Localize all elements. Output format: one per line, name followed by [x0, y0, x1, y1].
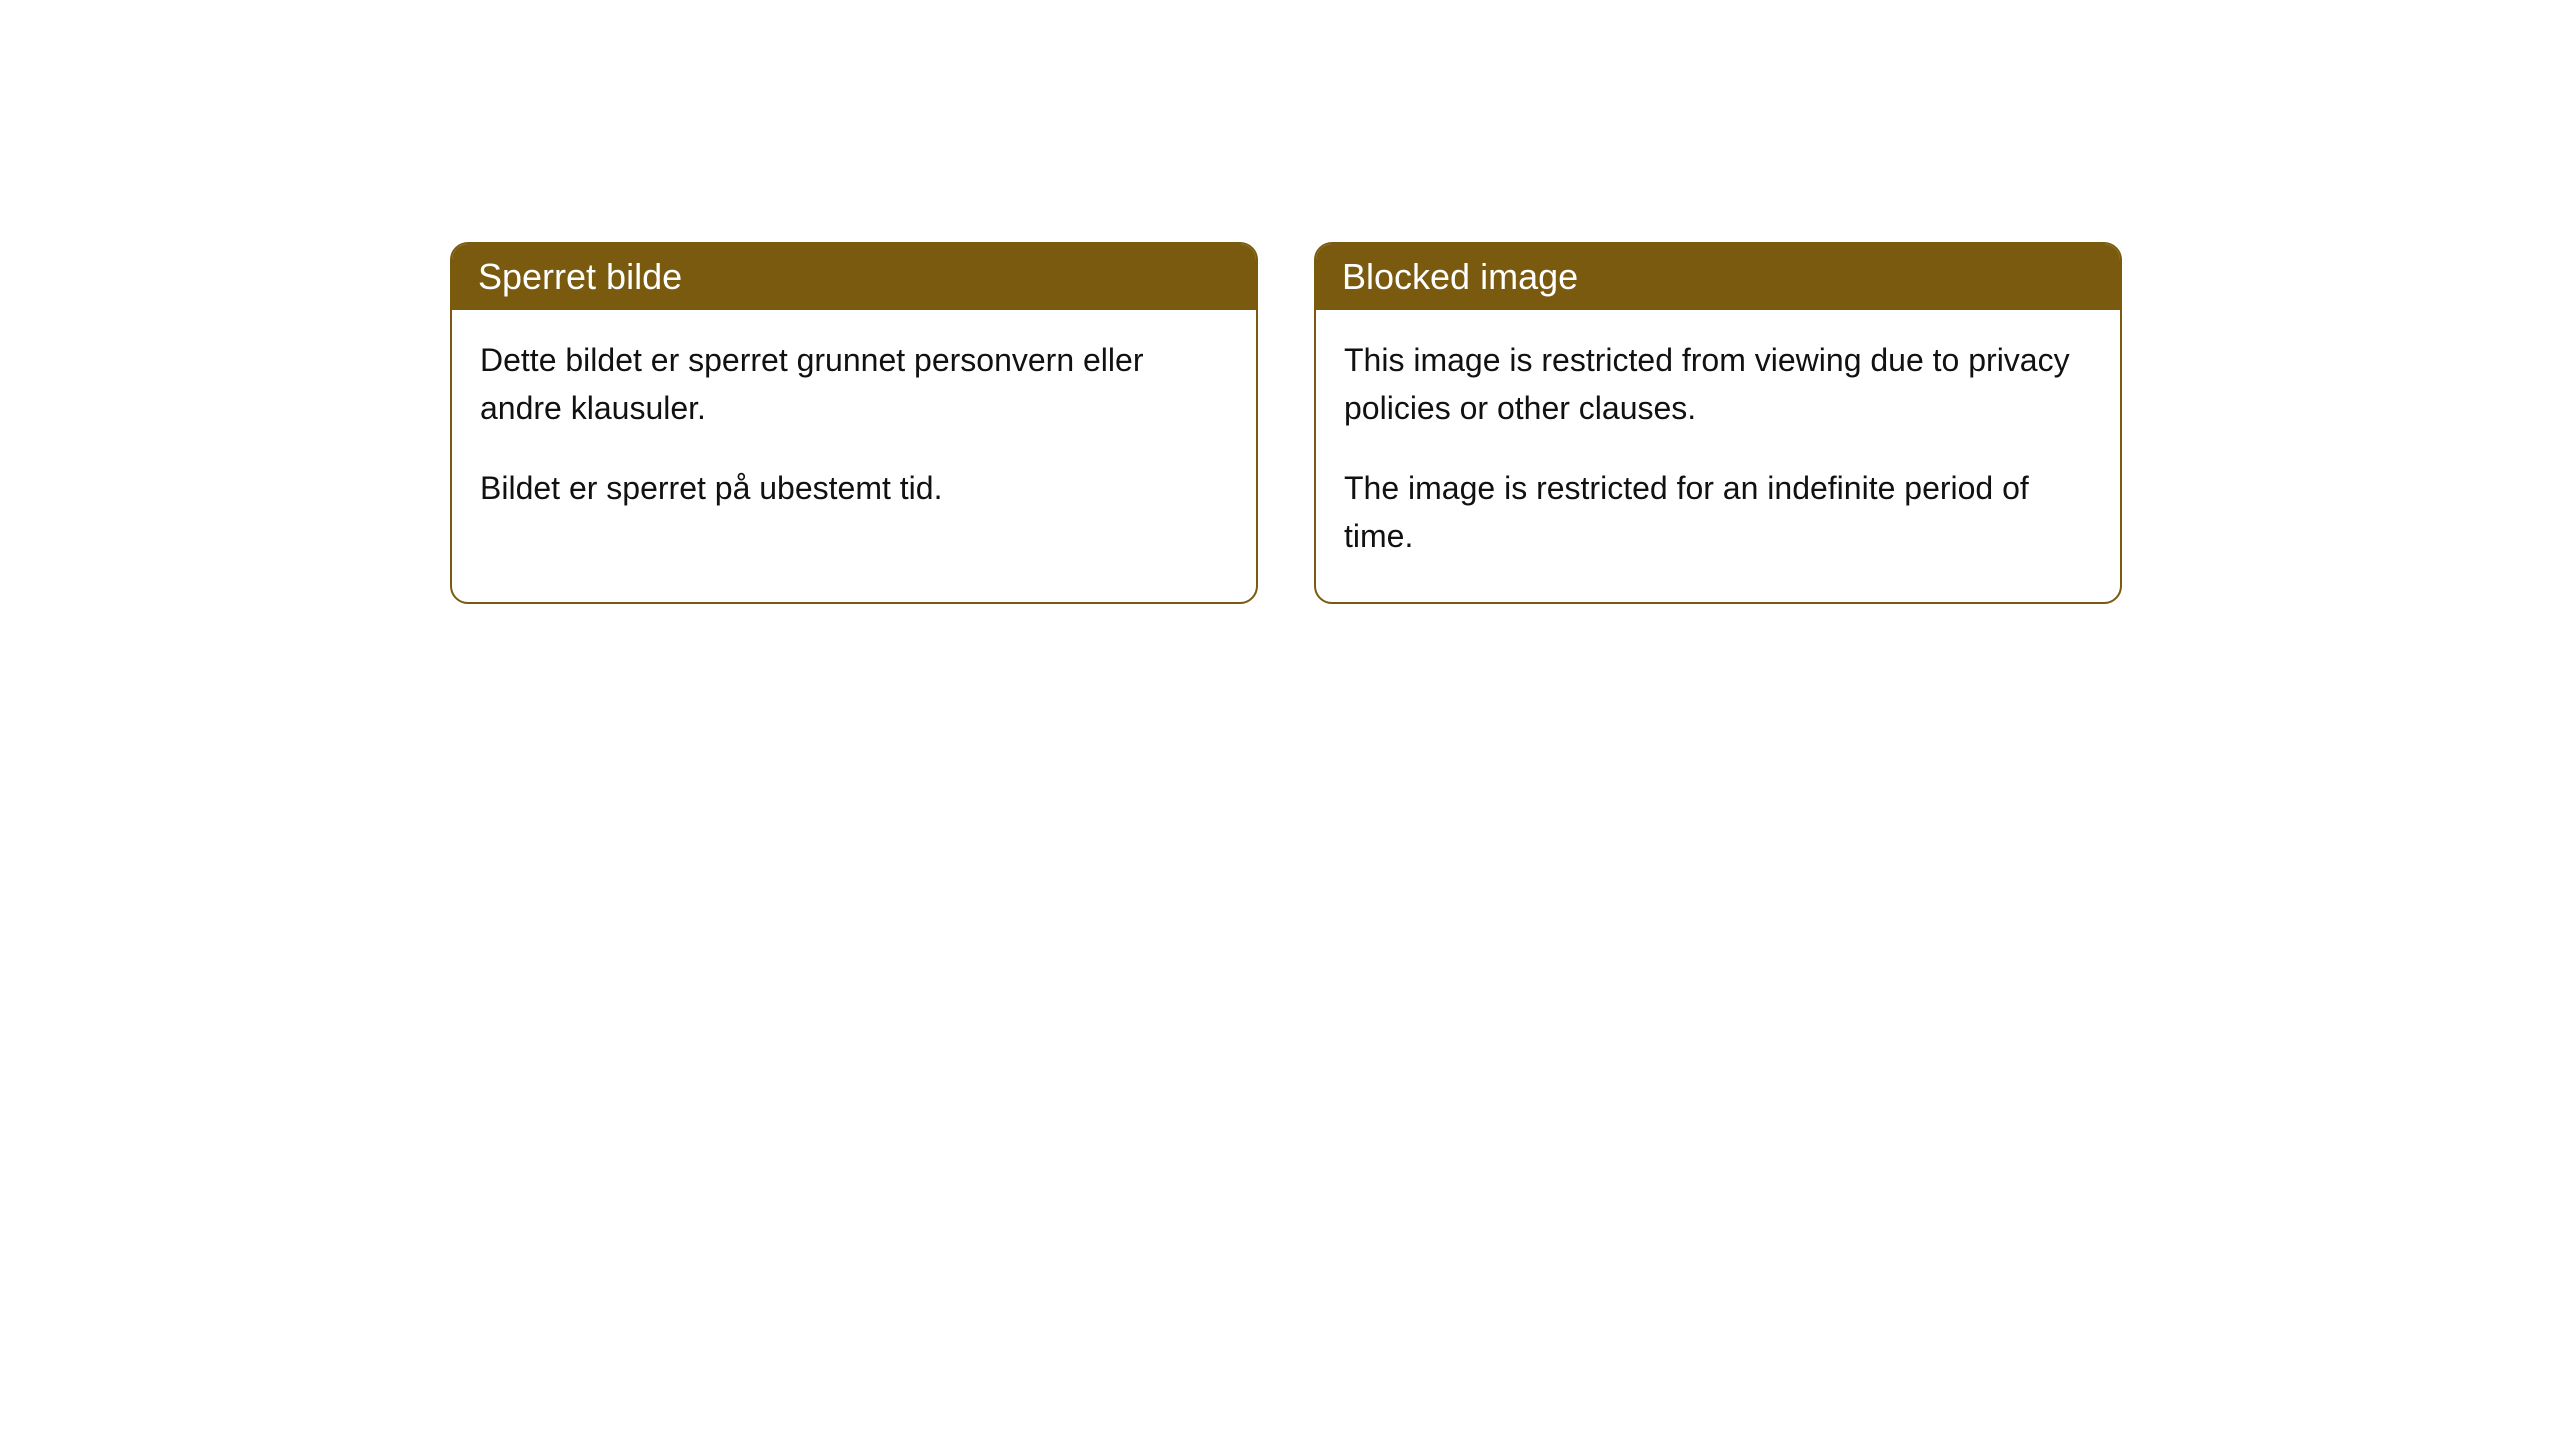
card-body-norwegian: Dette bildet er sperret grunnet personve… [452, 310, 1256, 554]
card-title: Sperret bilde [478, 256, 682, 297]
card-header-norwegian: Sperret bilde [452, 244, 1256, 310]
card-header-english: Blocked image [1316, 244, 2120, 310]
card-paragraph: This image is restricted from viewing du… [1344, 336, 2092, 432]
card-body-english: This image is restricted from viewing du… [1316, 310, 2120, 602]
notice-card-norwegian: Sperret bilde Dette bildet er sperret gr… [450, 242, 1258, 604]
notice-cards-container: Sperret bilde Dette bildet er sperret gr… [450, 242, 2122, 604]
card-title: Blocked image [1342, 256, 1578, 297]
card-paragraph: Dette bildet er sperret grunnet personve… [480, 336, 1228, 432]
card-paragraph: Bildet er sperret på ubestemt tid. [480, 464, 1228, 512]
card-paragraph: The image is restricted for an indefinit… [1344, 464, 2092, 560]
notice-card-english: Blocked image This image is restricted f… [1314, 242, 2122, 604]
